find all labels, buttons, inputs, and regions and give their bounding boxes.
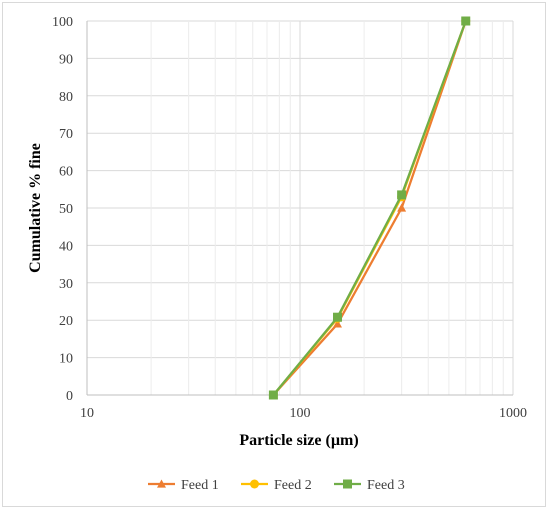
y-tick-label: 60	[59, 165, 73, 180]
legend-label: Feed 3	[367, 478, 405, 493]
legend-item: Feed 2	[241, 478, 312, 493]
y-tick-label: 70	[59, 127, 73, 142]
circle-marker	[250, 479, 259, 489]
legend: Feed 1 Feed 2 Feed 3	[148, 478, 405, 493]
axes	[86, 21, 513, 396]
legend-label: Feed 2	[274, 478, 312, 493]
x-tick-label: 10	[80, 406, 94, 421]
y-tick-label: 50	[59, 202, 73, 217]
x-axis-title: Particle size (µm)	[239, 432, 358, 449]
y-tick-label: 40	[59, 239, 73, 254]
y-tick-label: 30	[59, 277, 73, 292]
y-tick-label: 100	[52, 15, 73, 30]
triangle-marker	[397, 203, 407, 212]
grid-lines	[87, 20, 514, 395]
square-marker	[343, 479, 352, 489]
triangle-marker	[157, 479, 166, 488]
square-marker	[333, 312, 343, 322]
y-tick-label: 20	[59, 314, 73, 329]
square-marker	[268, 390, 278, 400]
y-tick-label: 80	[59, 90, 73, 105]
legend-item: Feed 3	[334, 478, 405, 493]
series-layer	[268, 16, 471, 400]
series-line	[272, 20, 467, 396]
x-tick-label: 1000	[499, 406, 527, 421]
y-tick-label: 0	[66, 389, 73, 404]
square-marker	[397, 190, 407, 200]
series-line	[272, 20, 467, 396]
y-tick-label: 10	[59, 352, 73, 367]
legend-label: Feed 1	[181, 478, 219, 493]
x-tick-labels: 10 100 1000	[80, 406, 527, 421]
series-feed-3	[268, 16, 471, 400]
chart-frame	[2, 2, 546, 507]
y-axis-title: Cumulative % fine	[27, 143, 44, 273]
y-tick-labels: 0 10 20 30 40 50 60 70 80 90 100	[52, 15, 73, 404]
triangle-marker	[333, 319, 343, 328]
square-marker	[461, 16, 471, 26]
legend-item: Feed 1	[148, 478, 219, 493]
y-tick-label: 90	[59, 52, 73, 67]
x-tick-label: 100	[290, 406, 311, 421]
